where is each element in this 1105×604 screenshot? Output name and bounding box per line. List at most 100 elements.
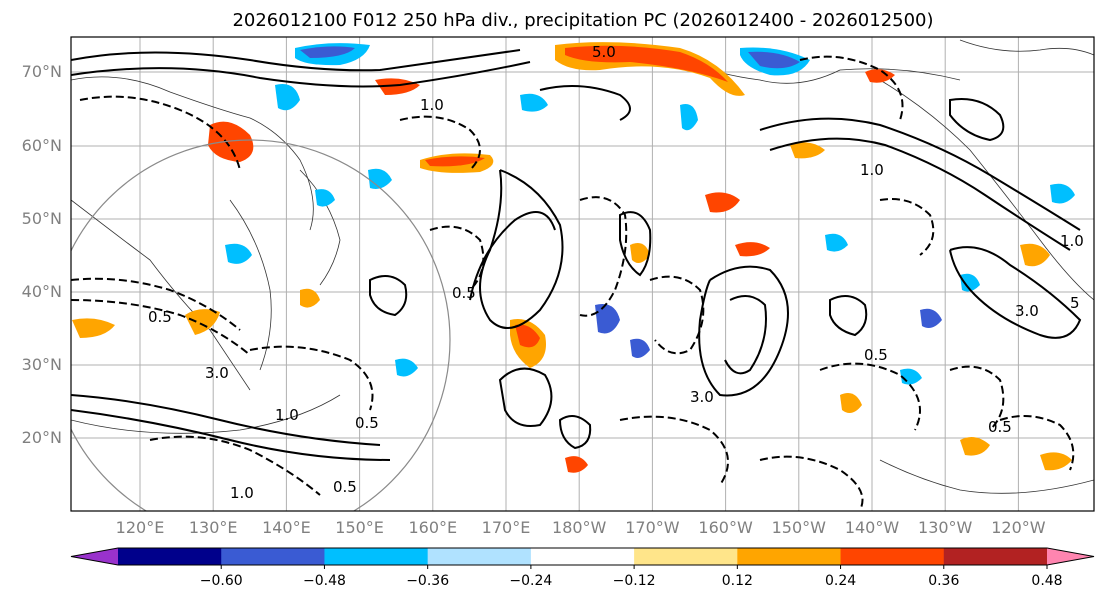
colorbar-segment [530, 548, 635, 565]
contour-label: 0.5 [988, 418, 1012, 436]
colorbar-tick-label: −0.36 [406, 573, 449, 589]
contour-label: 1.0 [275, 406, 299, 424]
contour-label: 5 [1070, 294, 1080, 312]
shade-positive [72, 318, 115, 338]
colorbar-tick-label: 0.24 [825, 573, 856, 589]
shade-positive [1040, 452, 1072, 471]
contour-label: 0.5 [333, 478, 357, 496]
shade-negative [368, 168, 392, 189]
shade-negative [395, 358, 418, 377]
latitude-axis: 70°N 60°N 50°N 40°N 30°N 20°N [22, 62, 62, 447]
shade-positive [565, 456, 588, 473]
contour-label: 1.0 [860, 161, 884, 179]
lat-label: 30°N [22, 355, 62, 374]
shade-positive [960, 436, 990, 456]
lon-label: 170°W [625, 518, 680, 537]
plot-area [71, 37, 1094, 511]
lat-label: 60°N [22, 136, 62, 155]
shade-negative [300, 46, 355, 58]
colorbar-segment [427, 548, 532, 565]
shade-positive [735, 242, 770, 257]
plot-frame [70, 36, 1095, 512]
colorbar-segment [840, 548, 945, 565]
colorbar-tick-label: −0.12 [613, 573, 656, 589]
shade-negative [960, 273, 980, 292]
shade-positive [300, 288, 320, 308]
contour-label: 1.0 [230, 484, 254, 502]
colorbar-segment [221, 548, 325, 565]
lon-label: 140°W [845, 518, 900, 537]
lat-label: 40°N [22, 282, 62, 301]
shade-positive [840, 392, 862, 414]
colorbar-segment [118, 548, 222, 565]
colorbar-segment [737, 548, 842, 565]
colorbar-segment [943, 548, 1048, 565]
solid-contours [71, 49, 1082, 461]
shade-negative [748, 51, 800, 69]
shade-positive [865, 69, 895, 83]
contour-label: 0.5 [452, 284, 476, 302]
lon-label: 150°W [772, 518, 827, 537]
contour-label: 3.0 [690, 388, 714, 406]
colorbar-tick-label: 0.12 [722, 573, 753, 589]
shade-negative [1050, 183, 1075, 204]
shade-positive [208, 121, 254, 162]
shaded-precip-patches [72, 42, 1075, 473]
lon-label: 150°E [335, 518, 384, 537]
contour-label: 0.5 [864, 346, 888, 364]
colorbar-segment [324, 548, 429, 565]
lon-label: 160°W [698, 518, 753, 537]
shade-positive [185, 309, 220, 335]
colorbar-tick-label: 0.36 [928, 573, 959, 589]
shade-negative [920, 308, 942, 328]
contour-label: 3.0 [1015, 302, 1039, 320]
lon-label: 120°W [991, 518, 1046, 537]
shade-positive [375, 78, 420, 95]
shade-negative [630, 338, 650, 358]
shade-positive [705, 192, 740, 213]
shade-negative [520, 93, 548, 112]
shade-negative [315, 189, 335, 207]
shade-negative [825, 233, 848, 252]
contour-label: 0.5 [355, 414, 379, 432]
shade-positive [630, 242, 650, 264]
lon-label: 130°W [918, 518, 973, 537]
colorbar-extend-min [71, 548, 118, 565]
shade-negative [275, 84, 300, 111]
dashed-contours [71, 55, 1075, 511]
contour-labels: 5.0 1.0 0.5 3.0 1.0 0.5 0.5 1.0 0.5 0.5 … [148, 43, 1084, 502]
shade-positive [790, 142, 825, 159]
lon-label: 170°E [482, 518, 531, 537]
colorbar-tick-label: −0.60 [200, 573, 243, 589]
lat-label: 50°N [22, 209, 62, 228]
lon-label: 180°W [552, 518, 607, 537]
colorbar-segment [634, 548, 738, 565]
shade-positive [1020, 243, 1050, 267]
contour-label: 1.0 [1060, 232, 1084, 250]
lat-label: 20°N [22, 428, 62, 447]
projection-circle [71, 139, 451, 511]
contour-label: 0.5 [148, 308, 172, 326]
colorbar-outline [70, 547, 1095, 566]
lon-label: 160°E [408, 518, 457, 537]
shade-positive [565, 45, 728, 82]
colorbar-tick-label: −0.48 [303, 573, 346, 589]
shade-negative [680, 104, 698, 131]
colorbar-tick-label: −0.24 [509, 573, 552, 589]
figure-title: 2026012100 F012 250 hPa div., precipitat… [232, 10, 933, 31]
lon-label: 120°E [116, 518, 165, 537]
contour-label: 1.0 [420, 96, 444, 114]
shade-negative [595, 304, 620, 334]
lon-label: 130°E [189, 518, 238, 537]
colorbar: −0.60 −0.48 −0.36 −0.24 −0.12 0.12 0.24 0.36 0.4… [70, 547, 1095, 589]
contour-label: 5.0 [592, 43, 616, 61]
colorbar-tick-label: 0.48 [1031, 573, 1062, 589]
longitude-axis: 120°E 130°E 140°E 150°E 160°E 170°E 180°W 170°W… [116, 518, 1046, 537]
gridlines [71, 37, 1094, 511]
shade-positive [515, 324, 540, 348]
colorbar-extend-max [1047, 548, 1094, 565]
lat-label: 70°N [22, 62, 62, 81]
lon-label: 140°E [262, 518, 311, 537]
shade-positive [425, 156, 485, 167]
